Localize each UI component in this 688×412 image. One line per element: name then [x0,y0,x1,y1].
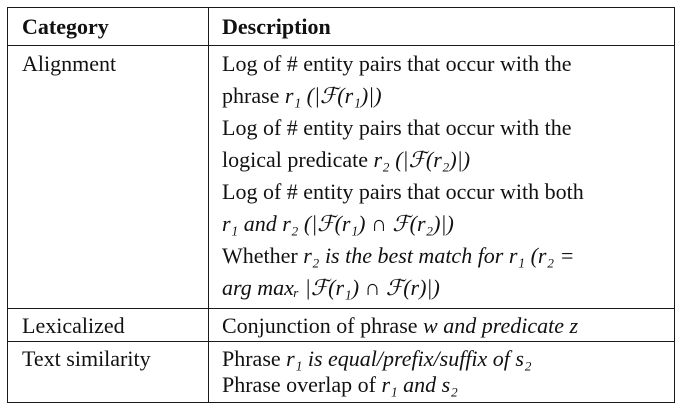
description-line: Log of # entity pairs that occur with bo… [222,179,584,204]
description-line: Phrase r₁ is equal/prefix/suffix of s₂ [222,346,532,371]
description-line: arg maxᵣ |ℱ(r₁) ∩ ℱ(r)|) [222,275,440,300]
row-rule-2 [8,341,674,342]
description-line: Log of # entity pairs that occur with th… [222,51,572,76]
category-alignment: Alignment [22,51,117,76]
feature-table: Category Description Alignment Log of # … [7,7,675,403]
description-line: phrase r₁ (|ℱ(r₁)|) [222,83,382,108]
category-lexicalized: Lexicalized [22,313,125,338]
description-line: Whether r₂ is the best match for r₁ (r₂ … [222,243,575,268]
column-divider [208,8,209,402]
header-rule [8,45,674,46]
description-line: Phrase overlap of r₁ and s₂ [222,372,458,397]
description-line: Conjunction of phrase w and predicate z [222,313,579,338]
category-text-similarity: Text similarity [22,346,151,371]
description-line: Log of # entity pairs that occur with th… [222,115,572,140]
header-description: Description [222,14,331,39]
description-line: r₁ and r₂ (|ℱ(r₁) ∩ ℱ(r₂)|) [222,211,454,236]
row-rule-1 [8,308,674,309]
description-line: logical predicate r₂ (|ℱ(r₂)|) [222,147,471,172]
header-category: Category [22,14,109,39]
